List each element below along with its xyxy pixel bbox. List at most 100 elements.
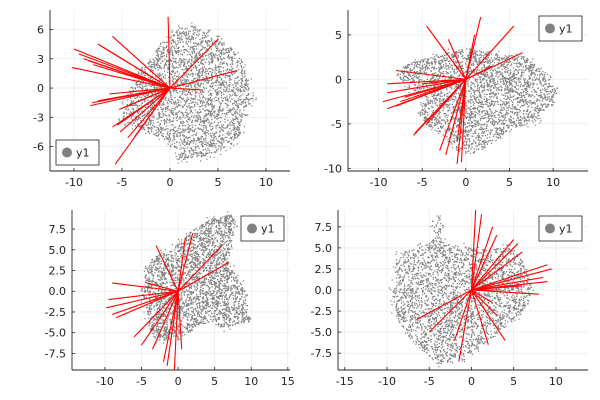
scatter-point (474, 123, 477, 126)
scatter-point (518, 109, 520, 111)
scatter-point (513, 59, 515, 62)
scatter-point (425, 66, 428, 68)
scatter-point (223, 93, 225, 95)
scatter-point (466, 134, 468, 136)
scatter-point (463, 123, 466, 126)
scatter-point (220, 71, 222, 73)
scatter-point (155, 132, 157, 134)
scatter-point (435, 62, 437, 64)
scatter-point (538, 107, 541, 109)
scatter-point (132, 110, 134, 113)
scatter-point (429, 125, 432, 127)
scatter-point (175, 114, 177, 116)
scatter-point (495, 93, 497, 95)
scatter-point (460, 52, 462, 54)
scatter-point (531, 94, 533, 96)
scatter-point (435, 104, 437, 106)
scatter-point (506, 60, 508, 62)
scatter-point (237, 88, 239, 90)
scatter-point (508, 74, 510, 76)
scatter-point (193, 98, 195, 100)
scatter-point (203, 121, 205, 123)
scatter-point (157, 131, 159, 133)
scatter-point (511, 112, 513, 114)
scatter-point (227, 140, 229, 143)
scatter-point (186, 147, 189, 149)
scatter-point (207, 80, 209, 82)
scatter-point (167, 131, 169, 133)
scatter-point (225, 113, 227, 115)
scatter-point (171, 39, 173, 42)
scatter-point (198, 84, 200, 87)
scatter-point (533, 109, 535, 111)
scatter-point (245, 78, 247, 80)
scatter-point (488, 98, 490, 101)
scatter-point (504, 71, 506, 73)
scatter-point (430, 124, 432, 126)
scatter-point (496, 127, 499, 130)
scatter-point (183, 156, 186, 158)
scatter-point (514, 81, 516, 84)
scatter-point (217, 113, 220, 115)
scatter-point (181, 156, 183, 158)
scatter-point (167, 105, 169, 107)
scatter-point (526, 120, 528, 122)
scatter-point (469, 109, 471, 111)
scatter-point (157, 73, 159, 75)
scatter-point (213, 106, 215, 109)
scatter-point (134, 125, 137, 127)
scatter-point (447, 81, 449, 83)
scatter-point (172, 40, 174, 42)
scatter-point (520, 94, 523, 96)
scatter-point (181, 39, 183, 41)
scatter-point (170, 53, 172, 55)
scatter-point (227, 54, 230, 56)
scatter-point (158, 128, 160, 131)
scatter-point (224, 102, 226, 104)
scatter-point (182, 79, 184, 82)
scatter-point (479, 54, 481, 56)
scatter-point (238, 121, 240, 124)
scatter-point (447, 119, 449, 121)
scatter-point (505, 129, 508, 132)
scatter-point (485, 110, 488, 112)
scatter-point (200, 61, 202, 63)
scatter-point (472, 63, 474, 65)
scatter-point (420, 88, 423, 90)
scatter-point (484, 58, 487, 60)
scatter-point (500, 63, 503, 65)
scatter-point (211, 144, 213, 147)
scatter-point (209, 45, 211, 47)
scatter-point (229, 48, 231, 50)
scatter-point (159, 113, 161, 115)
scatter-point (501, 64, 503, 66)
scatter-point (239, 115, 241, 117)
scatter-point (540, 90, 542, 92)
scatter-point (200, 121, 202, 123)
scatter-point (170, 120, 172, 122)
scatter-point (189, 112, 191, 114)
scatter-point (482, 106, 484, 108)
scatter-point (204, 80, 206, 82)
scatter-point (480, 85, 482, 87)
scatter-point (226, 125, 228, 127)
scatter-point (171, 63, 173, 65)
scatter-point (225, 74, 227, 77)
scatter-point (473, 108, 475, 110)
scatter-point (188, 36, 190, 38)
scatter-point (528, 95, 530, 97)
scatter-point (189, 107, 191, 110)
scatter-point (247, 100, 250, 102)
scatter-point (159, 103, 161, 106)
scatter-point (193, 149, 195, 151)
scatter-point (517, 70, 519, 72)
scatter-point (476, 54, 479, 56)
scatter-point (168, 114, 170, 116)
scatter-point (522, 91, 524, 93)
scatter-point (481, 61, 483, 64)
scatter-point (245, 97, 247, 99)
scatter-point (215, 91, 217, 93)
scatter-point (136, 85, 138, 87)
scatter-point (185, 79, 188, 81)
scatter-point (134, 97, 136, 100)
